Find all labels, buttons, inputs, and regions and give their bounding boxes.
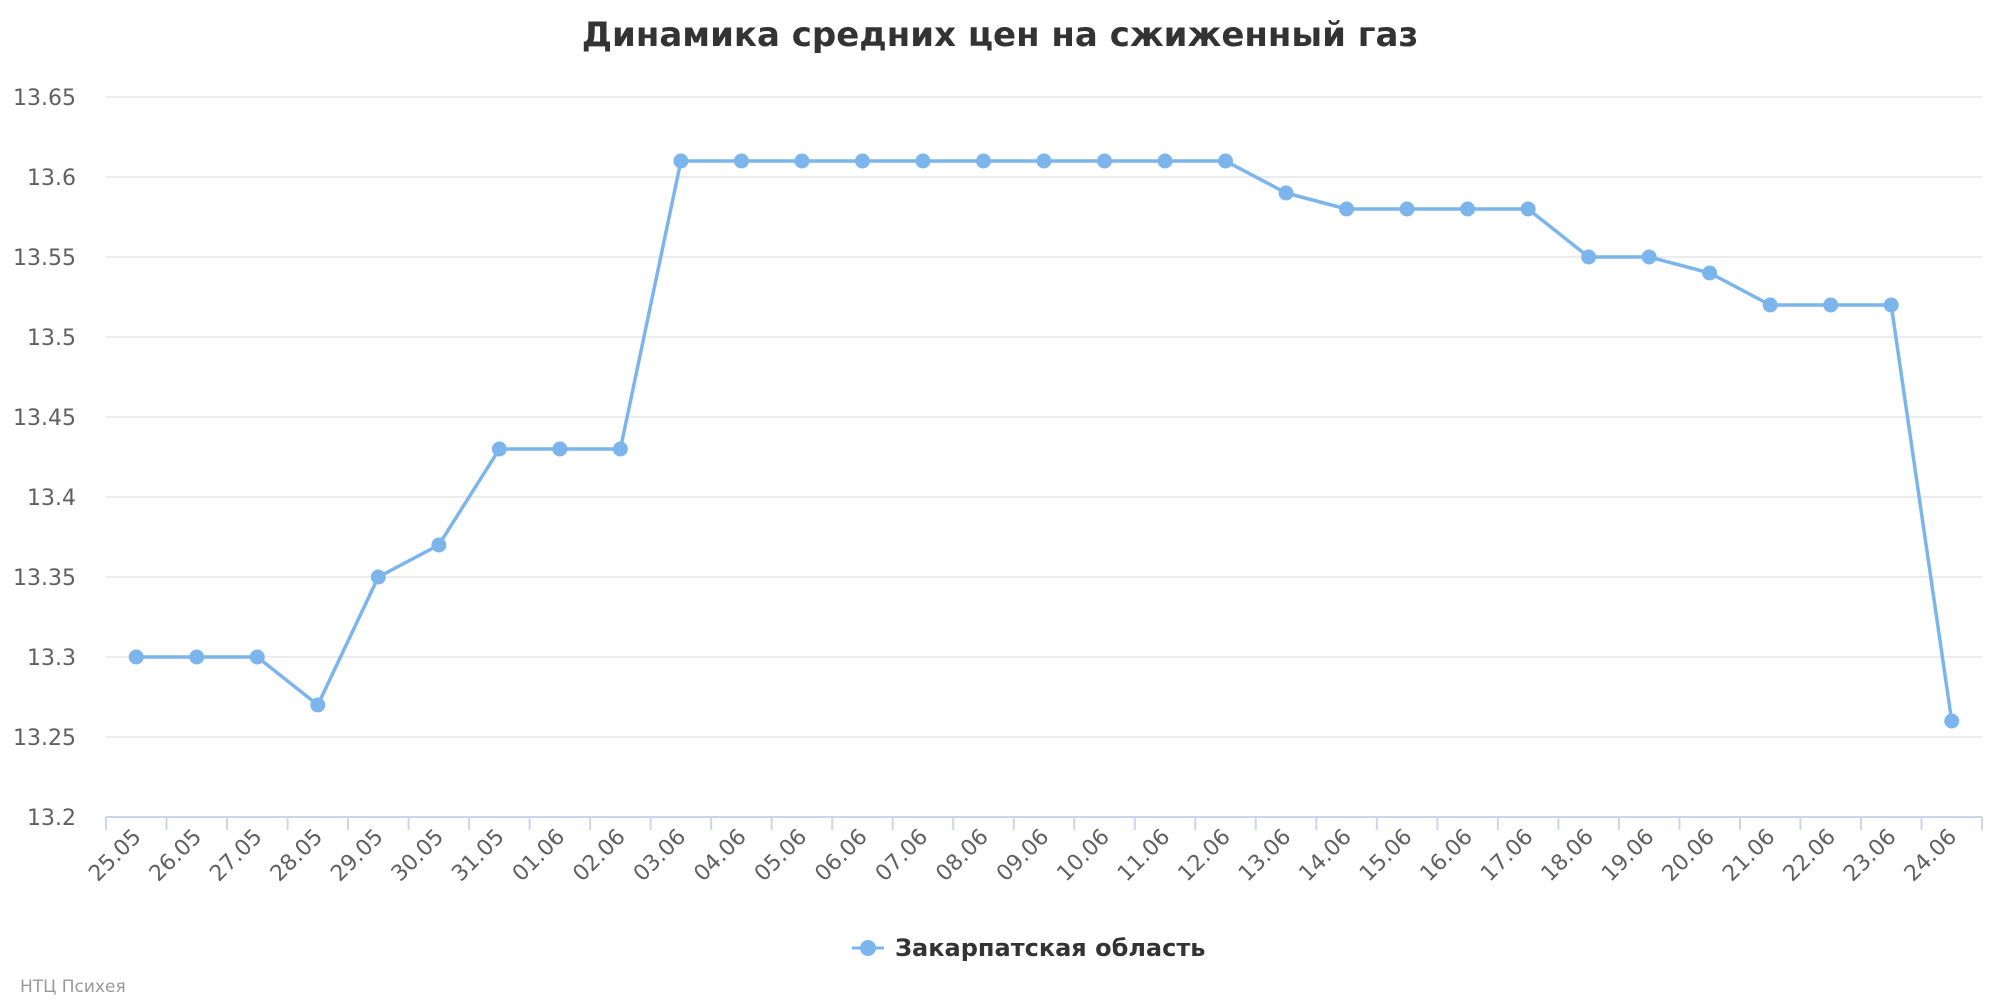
data-point[interactable] <box>1520 201 1536 217</box>
x-tick-label: 12.06 <box>1174 825 1236 887</box>
y-tick-label: 13.5 <box>27 326 76 351</box>
credits-text[interactable]: НТЦ Психея <box>20 977 126 997</box>
data-point[interactable] <box>794 153 810 169</box>
x-tick-label: 27.05 <box>205 825 267 887</box>
y-tick-label: 13.4 <box>27 486 76 511</box>
legend-label: Закарпатская область <box>895 934 1205 962</box>
x-tick-label: 23.06 <box>1839 825 1901 887</box>
y-tick-label: 13.3 <box>27 646 76 671</box>
x-tick-label: 16.06 <box>1416 825 1478 887</box>
data-point[interactable] <box>1460 201 1476 217</box>
data-point[interactable] <box>1762 297 1778 313</box>
data-point[interactable] <box>1641 249 1657 265</box>
y-tick-label: 13.45 <box>13 406 76 431</box>
data-point[interactable] <box>1581 249 1597 265</box>
data-point[interactable] <box>915 153 931 169</box>
data-point[interactable] <box>370 569 386 585</box>
data-point[interactable] <box>1218 153 1234 169</box>
x-tick-label: 02.06 <box>568 825 630 887</box>
data-point[interactable] <box>975 153 991 169</box>
data-point[interactable] <box>310 697 326 713</box>
x-tick-label: 19.06 <box>1597 825 1659 887</box>
chart-title: Динамика средних цен на сжиженный газ <box>582 15 1419 55</box>
x-tick-label: 22.06 <box>1779 825 1841 887</box>
x-tick-label: 21.06 <box>1718 825 1780 887</box>
x-tick-label: 11.06 <box>1113 825 1175 887</box>
x-tick-label: 15.06 <box>1355 825 1417 887</box>
x-tick-label: 14.06 <box>1295 825 1357 887</box>
x-tick-label: 03.06 <box>629 825 691 887</box>
data-point[interactable] <box>491 441 507 457</box>
x-tick-label: 24.06 <box>1900 825 1962 887</box>
x-tick-label: 09.06 <box>992 825 1054 887</box>
x-tick-label: 04.06 <box>689 825 751 887</box>
x-tick-label: 08.06 <box>932 825 994 887</box>
data-point[interactable] <box>1157 153 1173 169</box>
x-tick-label: 25.05 <box>84 825 146 887</box>
data-point[interactable] <box>1399 201 1415 217</box>
x-tick-label: 29.05 <box>326 825 388 887</box>
data-point[interactable] <box>854 153 870 169</box>
data-point[interactable] <box>1823 297 1839 313</box>
data-point[interactable] <box>1339 201 1355 217</box>
x-tick-label: 17.06 <box>1476 825 1538 887</box>
series-line <box>134 159 1954 723</box>
x-tick-label: 20.06 <box>1658 825 1720 887</box>
x-axis <box>105 816 1983 830</box>
y-tick-label: 13.35 <box>13 566 76 591</box>
grid-lines <box>106 96 1982 738</box>
x-tick-label: 07.06 <box>871 825 933 887</box>
x-tick-label: 18.06 <box>1537 825 1599 887</box>
data-point[interactable] <box>552 441 568 457</box>
x-tick-label: 28.05 <box>266 825 328 887</box>
data-point[interactable] <box>733 153 749 169</box>
x-tick-label: 06.06 <box>810 825 872 887</box>
legend[interactable]: Закарпатская область <box>852 934 1205 962</box>
data-point[interactable] <box>673 153 689 169</box>
x-axis-labels: 25.0526.0527.0528.0529.0530.0531.0501.06… <box>84 825 1962 887</box>
x-tick-label: 30.05 <box>387 825 449 887</box>
data-point[interactable] <box>249 649 265 665</box>
x-tick-label: 05.06 <box>750 825 812 887</box>
x-tick-label: 26.05 <box>145 825 207 887</box>
data-point[interactable] <box>189 649 205 665</box>
y-tick-label: 13.25 <box>13 726 76 751</box>
y-tick-label: 13.65 <box>13 86 76 111</box>
data-point[interactable] <box>1278 185 1294 201</box>
data-point[interactable] <box>1036 153 1052 169</box>
y-tick-label: 13.6 <box>27 166 76 191</box>
y-tick-label: 13.55 <box>13 246 76 271</box>
data-point[interactable] <box>1097 153 1113 169</box>
x-tick-label: 31.05 <box>447 825 509 887</box>
y-tick-label: 13.2 <box>27 806 76 831</box>
data-point[interactable] <box>1702 265 1718 281</box>
series-group <box>128 153 1960 729</box>
x-tick-label: 13.06 <box>1234 825 1296 887</box>
x-tick-label: 01.06 <box>508 825 570 887</box>
legend-dot-marker <box>860 940 876 956</box>
data-point[interactable] <box>612 441 628 457</box>
data-point[interactable] <box>128 649 144 665</box>
data-point[interactable] <box>1883 297 1899 313</box>
y-axis-labels: 13.2 13.25 13.3 13.35 13.4 13.45 13.5 13.55 13.6… <box>13 86 76 831</box>
data-point[interactable] <box>1944 713 1960 729</box>
data-point[interactable] <box>431 537 447 553</box>
x-tick-label: 10.06 <box>1053 825 1115 887</box>
